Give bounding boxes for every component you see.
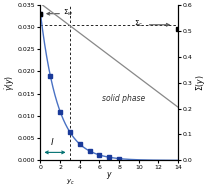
Text: $\Sigma_c$: $\Sigma_c$ xyxy=(134,18,143,29)
Y-axis label: $\Sigma(y)$: $\Sigma(y)$ xyxy=(194,74,207,91)
Y-axis label: $\dot{\gamma}(y)$: $\dot{\gamma}(y)$ xyxy=(3,74,17,91)
Text: $y_c$: $y_c$ xyxy=(66,178,74,187)
Text: $\Sigma_w$: $\Sigma_w$ xyxy=(63,8,74,18)
Text: solid phase: solid phase xyxy=(102,94,146,103)
X-axis label: $y$: $y$ xyxy=(106,170,113,181)
Text: $l$: $l$ xyxy=(50,136,55,147)
